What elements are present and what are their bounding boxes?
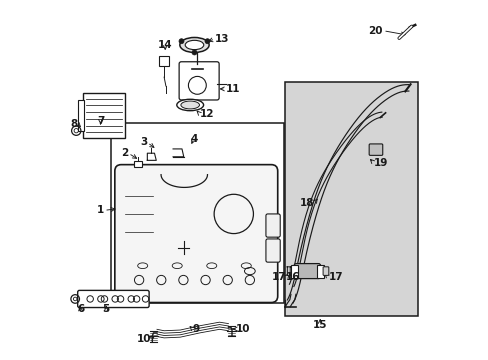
Text: 17: 17: [271, 272, 285, 282]
Bar: [110, 123, 283, 303]
Text: 12: 12: [200, 109, 214, 119]
Bar: [78, 100, 84, 131]
FancyBboxPatch shape: [286, 267, 290, 275]
FancyBboxPatch shape: [265, 239, 280, 262]
Bar: [159, 57, 169, 66]
Text: 3: 3: [140, 138, 147, 148]
Text: 4: 4: [190, 134, 197, 144]
Text: 9: 9: [192, 324, 200, 334]
Text: 6: 6: [77, 304, 84, 314]
Bar: [290, 265, 298, 278]
Text: 1: 1: [97, 205, 104, 215]
Bar: [83, 93, 125, 138]
FancyBboxPatch shape: [78, 291, 149, 307]
Text: 8: 8: [70, 118, 77, 129]
Bar: [284, 82, 418, 316]
FancyBboxPatch shape: [323, 267, 328, 275]
Text: 19: 19: [373, 158, 387, 168]
Text: 7: 7: [97, 116, 104, 126]
Ellipse shape: [181, 101, 199, 109]
Ellipse shape: [177, 99, 203, 111]
Ellipse shape: [185, 40, 203, 50]
Text: 10: 10: [136, 334, 151, 344]
Circle shape: [204, 39, 209, 44]
Bar: [316, 265, 323, 278]
FancyBboxPatch shape: [115, 165, 277, 302]
Text: 18: 18: [299, 198, 313, 208]
Text: 5: 5: [102, 304, 110, 314]
Text: 2: 2: [121, 148, 128, 158]
Text: 11: 11: [225, 84, 240, 94]
FancyBboxPatch shape: [368, 144, 382, 156]
FancyBboxPatch shape: [265, 214, 280, 237]
Text: 20: 20: [368, 26, 382, 36]
Text: 14: 14: [158, 40, 172, 50]
Circle shape: [179, 39, 183, 44]
Text: 13: 13: [215, 34, 229, 44]
Text: 16: 16: [285, 272, 299, 282]
FancyBboxPatch shape: [179, 62, 219, 100]
Bar: [134, 161, 142, 167]
FancyBboxPatch shape: [294, 264, 320, 279]
Text: 15: 15: [312, 320, 327, 330]
Text: 17: 17: [328, 272, 343, 282]
Text: 10: 10: [235, 324, 250, 334]
Ellipse shape: [180, 37, 209, 53]
Circle shape: [192, 50, 197, 55]
